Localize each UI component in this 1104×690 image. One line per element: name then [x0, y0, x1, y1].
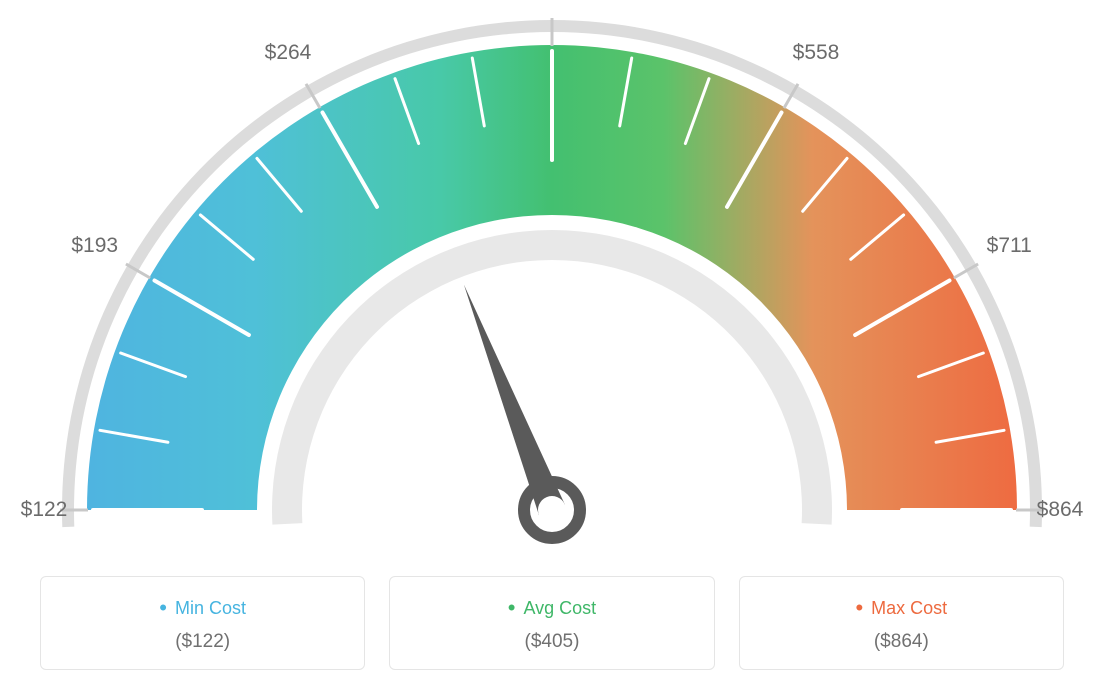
legend-avg-title: Avg Cost [400, 595, 703, 621]
legend-avg-value: ($405) [400, 631, 703, 653]
legend-min-box: Min Cost ($122) [40, 576, 365, 670]
legend-max-title: Max Cost [750, 595, 1053, 621]
gauge-tick-label: $122 [21, 498, 68, 522]
gauge-tick-label: $193 [71, 234, 118, 258]
legend-max-value: ($864) [750, 631, 1053, 653]
legend-min-value: ($122) [51, 631, 354, 653]
legend-max-box: Max Cost ($864) [739, 576, 1064, 670]
cost-gauge-chart: $122$193$264$405$558$711$864 Min Cost ($… [0, 0, 1104, 690]
gauge-tick-label: $711 [987, 234, 1032, 258]
gauge-canvas: $122$193$264$405$558$711$864 [0, 0, 1104, 560]
gauge-tick-label: $864 [1037, 498, 1084, 522]
gauge-tick-label: $558 [793, 41, 840, 65]
legend-min-title: Min Cost [51, 595, 354, 621]
gauge-svg [0, 0, 1104, 560]
legend-row: Min Cost ($122) Avg Cost ($405) Max Cost… [40, 576, 1064, 670]
legend-avg-box: Avg Cost ($405) [389, 576, 714, 670]
gauge-tick-label: $264 [265, 41, 312, 65]
